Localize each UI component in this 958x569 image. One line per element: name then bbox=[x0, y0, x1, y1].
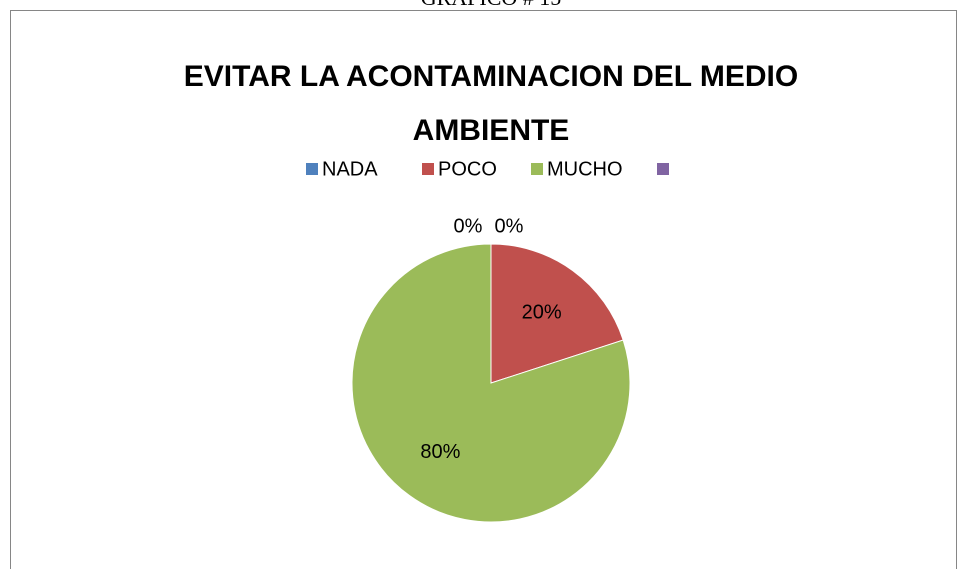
legend-swatch bbox=[657, 163, 669, 175]
legend-swatch bbox=[306, 163, 318, 175]
chart-title: EVITAR LA ACONTAMINACION DEL MEDIO AMBIEN… bbox=[184, 60, 798, 147]
data-label: 20% bbox=[522, 302, 562, 324]
legend-label: MUCHO bbox=[547, 158, 623, 180]
legend-label: NADA bbox=[322, 158, 378, 180]
legend-label: POCO bbox=[438, 158, 497, 180]
legend-swatch bbox=[422, 163, 434, 175]
legend-swatch bbox=[531, 163, 543, 175]
data-label: 0% bbox=[454, 215, 483, 237]
data-label: 80% bbox=[420, 441, 460, 463]
figure-heading: GRAFICO # 15 bbox=[421, 0, 562, 10]
data-label: 0% bbox=[495, 215, 524, 237]
pie-slice bbox=[490, 243, 624, 384]
